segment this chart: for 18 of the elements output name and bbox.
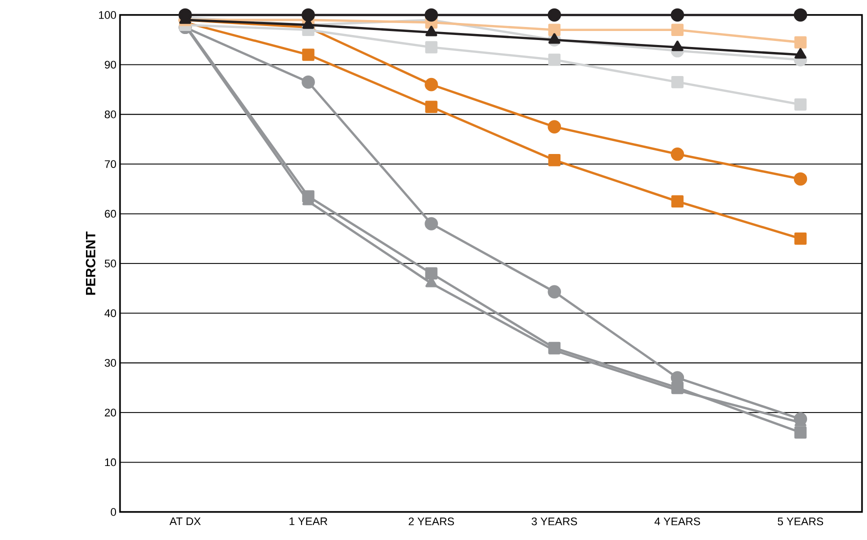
y-tick-label: 90 [104,60,116,69]
y-tick-label: 10 [105,458,116,466]
y-tick-label: 70 [104,160,116,168]
y-tick-label: 60 [104,210,116,218]
y-tick-label: 100 [99,11,116,19]
y-tick-label: 50 [104,260,116,268]
x-tick-label: 5 YEARS [778,518,824,526]
y-tick-label: 80 [104,110,116,118]
y-tick-label: 40 [104,309,116,318]
y-tick-label: 30 [104,359,116,367]
y-tick-label: 0 [110,508,116,516]
y-axis-title: PERCENT [86,231,96,295]
x-tick-label: 2 YEARS [408,518,454,526]
x-tick-label: 1 YEAR [290,518,328,526]
x-tick-label: AT DX [170,518,201,526]
x-tick-label: 4 YEARS [654,518,700,526]
x-tick-label: 3 YEARS [532,518,577,526]
y-tick-label: 20 [104,408,116,416]
